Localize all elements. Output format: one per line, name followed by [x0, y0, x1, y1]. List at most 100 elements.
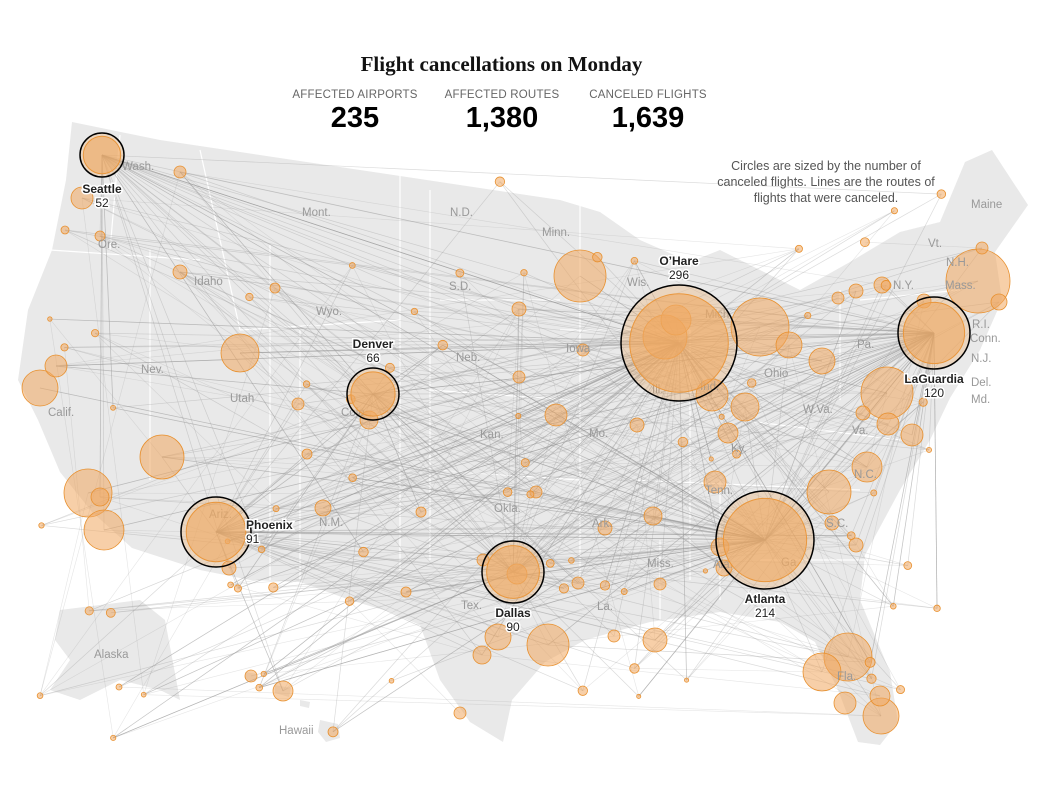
airport-circle[interactable] — [388, 678, 395, 684]
airport-circle[interactable] — [636, 693, 642, 699]
airport-circle[interactable] — [775, 331, 803, 359]
airport-circle[interactable] — [717, 422, 739, 444]
airport-circle[interactable] — [833, 691, 857, 715]
airport-circle[interactable] — [526, 490, 535, 499]
airport-circle[interactable] — [400, 586, 412, 598]
airport-circle[interactable] — [415, 506, 427, 518]
airport-circle[interactable] — [91, 329, 100, 338]
airport-circle[interactable] — [643, 506, 663, 526]
airport-circle[interactable] — [747, 378, 757, 388]
airport-circle[interactable] — [653, 577, 667, 591]
airport-circle[interactable] — [576, 343, 590, 357]
airport-circle[interactable] — [876, 412, 900, 436]
airport-circle[interactable] — [860, 237, 870, 248]
airport-circle[interactable] — [268, 582, 279, 593]
airport-circle[interactable] — [866, 673, 877, 684]
airport-circle[interactable] — [36, 692, 44, 699]
airport-circle[interactable] — [70, 186, 94, 210]
airport-circle[interactable] — [795, 244, 803, 253]
airport-circle[interactable] — [558, 583, 569, 594]
airport-circle[interactable] — [349, 262, 356, 269]
airport-circle[interactable] — [568, 557, 575, 564]
airport-circle[interactable] — [890, 207, 898, 215]
airport-circle[interactable] — [358, 546, 369, 558]
airport-circle[interactable] — [520, 458, 530, 468]
airport-circle[interactable] — [257, 545, 266, 554]
airport-circle[interactable] — [990, 293, 1008, 311]
airport-circle[interactable] — [410, 307, 419, 316]
airport-circle[interactable] — [544, 403, 568, 427]
airport-circle[interactable] — [846, 531, 856, 540]
airport-circle[interactable] — [851, 451, 883, 483]
airport-circle[interactable] — [629, 663, 640, 674]
airport-circle[interactable] — [291, 397, 305, 411]
airport-circle[interactable] — [301, 448, 313, 460]
airport-circle[interactable] — [233, 584, 242, 593]
airport-circle[interactable] — [484, 623, 512, 651]
airport-circle[interactable] — [718, 413, 725, 420]
airport-circle[interactable] — [869, 685, 891, 707]
airport-circle[interactable] — [90, 487, 110, 507]
airport-circle[interactable] — [592, 251, 603, 263]
airport-circle[interactable] — [703, 470, 727, 494]
airport-circle[interactable] — [327, 726, 339, 738]
airport-circle[interactable] — [896, 685, 905, 695]
airport-circle[interactable] — [926, 446, 932, 453]
airport-circle[interactable] — [630, 257, 639, 265]
airport-circle[interactable] — [245, 292, 254, 302]
airport-circle[interactable] — [272, 680, 294, 702]
airport-circle[interactable] — [221, 560, 237, 576]
airport-circle[interactable] — [94, 230, 106, 242]
airport-circle[interactable] — [344, 596, 355, 606]
airport-circle[interactable] — [870, 489, 878, 497]
airport-circle[interactable] — [384, 362, 395, 373]
airport-circle[interactable] — [831, 291, 845, 305]
airport-circle[interactable] — [642, 627, 668, 653]
airport-circle[interactable] — [730, 297, 790, 357]
airport-circle[interactable] — [571, 576, 585, 590]
airport-circle[interactable] — [607, 629, 621, 643]
airport-circle[interactable] — [553, 249, 607, 303]
airport-circle[interactable] — [900, 423, 924, 447]
airport-circle[interactable] — [244, 669, 258, 683]
airport-circle[interactable] — [702, 568, 708, 574]
airport-circle[interactable] — [620, 588, 628, 595]
airport-circle[interactable] — [302, 380, 311, 388]
airport-circle[interactable] — [140, 691, 147, 698]
airport-circle[interactable] — [732, 449, 742, 459]
airport-circle[interactable] — [848, 537, 864, 553]
airport-circle[interactable] — [824, 515, 840, 531]
airport-circle[interactable] — [38, 522, 45, 529]
airport-circle[interactable] — [599, 580, 611, 591]
airport-circle[interactable] — [545, 559, 555, 568]
airport-circle[interactable] — [453, 706, 467, 720]
airport-circle[interactable] — [802, 652, 842, 692]
airport-circle[interactable] — [21, 369, 59, 407]
airport-circle[interactable] — [84, 606, 94, 616]
airport-circle[interactable] — [220, 333, 260, 373]
airport-circle[interactable] — [269, 282, 281, 294]
airport-circle[interactable] — [139, 434, 185, 480]
airport-circle[interactable] — [708, 456, 714, 462]
airport-circle[interactable] — [933, 604, 941, 612]
airport-circle[interactable] — [105, 607, 116, 618]
airport-circle[interactable] — [272, 505, 280, 513]
airport-circle[interactable] — [864, 656, 876, 668]
airport-circle[interactable] — [520, 269, 528, 277]
airport-circle[interactable] — [511, 301, 527, 317]
airport-circle[interactable] — [502, 487, 513, 497]
airport-circle[interactable] — [60, 343, 69, 352]
airport-circle[interactable] — [115, 683, 123, 691]
airport-circle[interactable] — [808, 347, 836, 375]
airport-circle[interactable] — [494, 176, 506, 187]
airport-circle[interactable] — [227, 581, 234, 589]
airport-circle[interactable] — [918, 397, 928, 407]
airport-circle[interactable] — [348, 473, 357, 482]
airport-circle[interactable] — [47, 316, 53, 322]
airport-circle[interactable] — [804, 311, 812, 320]
